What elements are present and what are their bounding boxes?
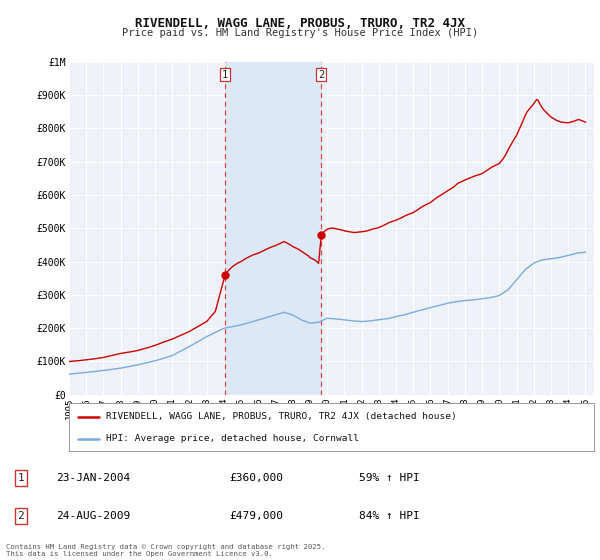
Text: £360,000: £360,000 bbox=[229, 473, 283, 483]
Text: HPI: Average price, detached house, Cornwall: HPI: Average price, detached house, Corn… bbox=[106, 435, 359, 444]
Bar bbox=[225, 62, 321, 395]
Text: 59% ↑ HPI: 59% ↑ HPI bbox=[359, 473, 419, 483]
Text: £479,000: £479,000 bbox=[229, 511, 283, 521]
Text: 1: 1 bbox=[222, 70, 228, 80]
Text: 23-JAN-2004: 23-JAN-2004 bbox=[56, 473, 130, 483]
Text: 24-AUG-2009: 24-AUG-2009 bbox=[56, 511, 130, 521]
Text: Contains HM Land Registry data © Crown copyright and database right 2025.
This d: Contains HM Land Registry data © Crown c… bbox=[6, 544, 325, 557]
Text: 2: 2 bbox=[318, 70, 324, 80]
Text: Price paid vs. HM Land Registry's House Price Index (HPI): Price paid vs. HM Land Registry's House … bbox=[122, 28, 478, 38]
Text: RIVENDELL, WAGG LANE, PROBUS, TRURO, TR2 4JX (detached house): RIVENDELL, WAGG LANE, PROBUS, TRURO, TR2… bbox=[106, 412, 457, 421]
Text: 84% ↑ HPI: 84% ↑ HPI bbox=[359, 511, 419, 521]
Text: 2: 2 bbox=[17, 511, 24, 521]
Text: 1: 1 bbox=[17, 473, 24, 483]
Text: RIVENDELL, WAGG LANE, PROBUS, TRURO, TR2 4JX: RIVENDELL, WAGG LANE, PROBUS, TRURO, TR2… bbox=[135, 17, 465, 30]
